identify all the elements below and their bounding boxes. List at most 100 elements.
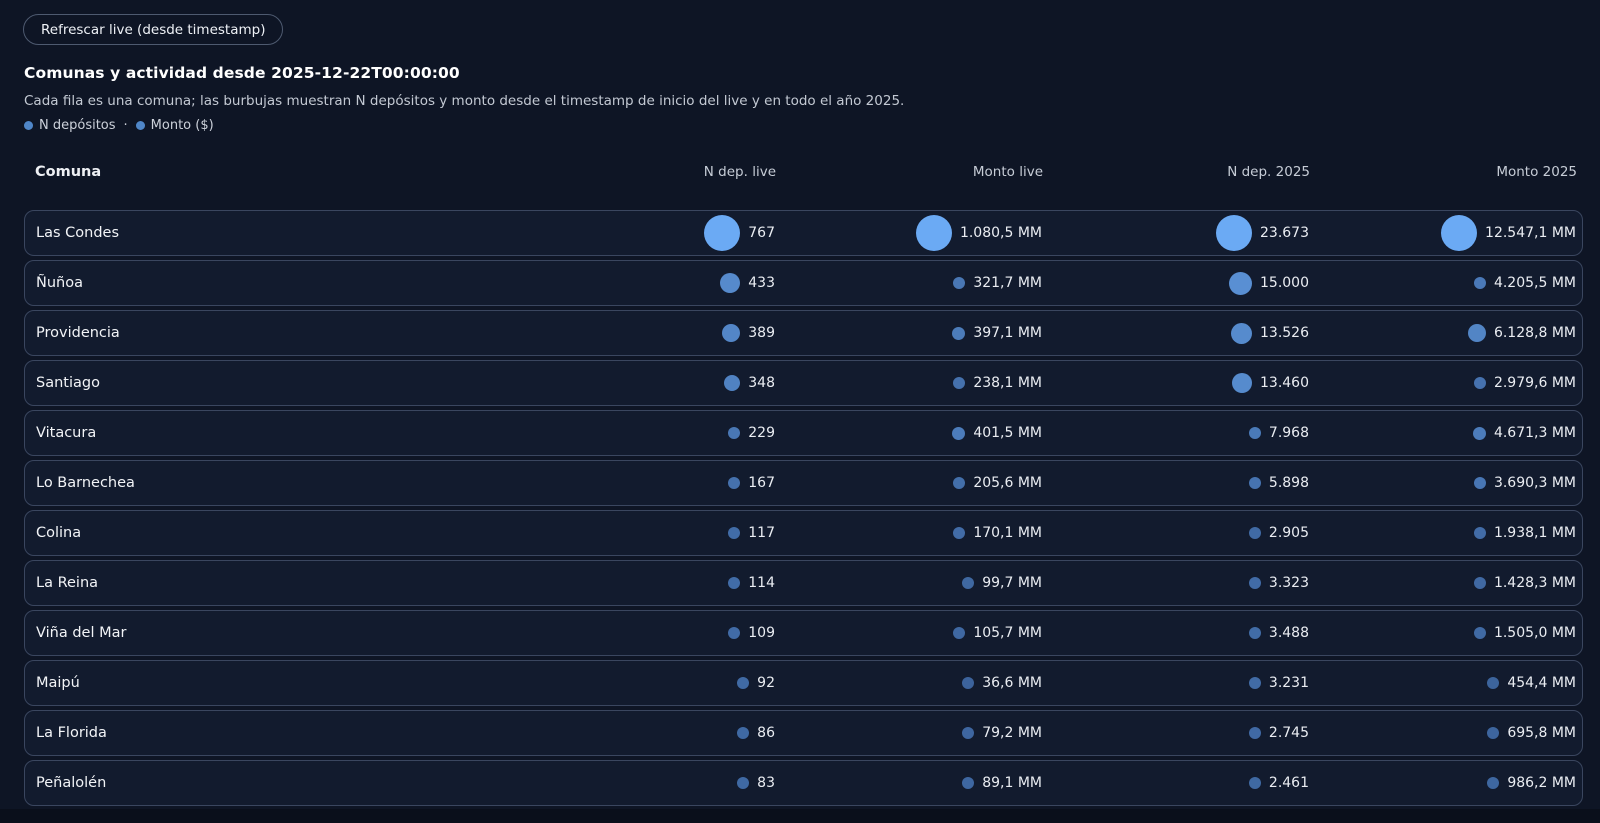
value-monto-live: 36,6 MM — [982, 675, 1042, 691]
value-monto-2025: 1.428,3 MM — [1493, 575, 1576, 591]
bubble-icon — [1248, 577, 1261, 589]
value-monto-live: 1.080,5 MM — [959, 225, 1042, 241]
column-header-monto-2025: Monto 2025 — [1496, 164, 1577, 180]
cell-monto-live: 401,5 MM — [775, 425, 1042, 441]
bubble-icon — [737, 727, 750, 739]
cell-monto-live: 205,6 MM — [775, 475, 1042, 491]
value-monto-live: 401,5 MM — [973, 425, 1042, 441]
page-title: Comunas y actividad desde 2025-12-22T00:… — [24, 64, 460, 82]
value-monto-2025: 12.547,1 MM — [1485, 225, 1576, 241]
cell-n-live: 109 — [508, 625, 775, 641]
cell-n-live: 348 — [508, 375, 775, 391]
cell-monto-2025: 12.547,1 MM — [1309, 215, 1576, 251]
cell-n-2025: 5.898 — [1042, 475, 1309, 491]
table-row: Peñalolén 83 89,1 MM 2.461 986,2 MM — [24, 760, 1583, 806]
column-header-ndep-2025: N dep. 2025 — [1227, 164, 1310, 180]
cell-n-2025: 13.460 — [1042, 373, 1309, 393]
legend-deposits-dot-icon — [24, 121, 33, 130]
bubble-icon — [962, 727, 975, 739]
value-n-live: 348 — [748, 375, 775, 391]
value-n-live: 117 — [748, 525, 775, 541]
value-n-live: 229 — [748, 425, 775, 441]
bubble-icon — [962, 777, 975, 789]
value-n-2025: 23.673 — [1260, 225, 1309, 241]
bubble-icon — [1473, 277, 1486, 289]
table-row: La Reina 114 99,7 MM 3.323 1.428,3 MM — [24, 560, 1583, 606]
bubble-icon — [915, 215, 952, 251]
value-n-2025: 13.526 — [1260, 325, 1309, 341]
cell-monto-2025: 454,4 MM — [1309, 675, 1576, 691]
cell-monto-2025: 1.505,0 MM — [1309, 625, 1576, 641]
cell-n-live: 167 — [508, 475, 775, 491]
value-n-live: 167 — [748, 475, 775, 491]
value-n-2025: 3.323 — [1268, 575, 1309, 591]
bubble-icon — [953, 477, 966, 489]
cell-n-live: 83 — [508, 775, 775, 791]
cell-n-live: 92 — [508, 675, 775, 691]
bubble-icon — [1232, 373, 1252, 393]
comuna-name: Lo Barnechea — [36, 475, 135, 491]
table-row: Providencia 389 397,1 MM 13.526 6.128,8 MM — [24, 310, 1583, 356]
cell-monto-live: 105,7 MM — [775, 625, 1042, 641]
bubble-icon — [737, 777, 750, 789]
cell-n-live: 767 — [508, 215, 775, 251]
value-monto-2025: 1.938,1 MM — [1493, 525, 1576, 541]
bubble-icon — [953, 627, 966, 639]
legend: N depósitos · Monto ($) — [24, 118, 214, 133]
cell-monto-2025: 1.938,1 MM — [1309, 525, 1576, 541]
cell-monto-2025: 4.671,3 MM — [1309, 425, 1576, 441]
refresh-live-button[interactable]: Refrescar live (desde timestamp) — [23, 14, 284, 45]
comuna-name: Viña del Mar — [36, 625, 127, 641]
bubble-icon — [962, 577, 975, 589]
value-n-2025: 3.231 — [1268, 675, 1309, 691]
cell-n-2025: 23.673 — [1042, 215, 1309, 251]
bubble-icon — [953, 527, 966, 539]
bubble-icon — [952, 326, 966, 340]
legend-separator: · — [123, 118, 128, 133]
comuna-name: Colina — [36, 525, 82, 541]
table-row: Viña del Mar 109 105,7 MM 3.488 1.505,0 MM — [24, 610, 1583, 656]
legend-monto-label: Monto ($) — [150, 118, 214, 133]
bubble-icon — [1467, 324, 1486, 342]
table-row: Lo Barnechea 167 205,6 MM 5.898 3.690,3 MM — [24, 460, 1583, 506]
comuna-name: Peñalolén — [36, 775, 107, 791]
value-monto-live: 79,2 MM — [982, 725, 1042, 741]
cell-n-2025: 2.745 — [1042, 725, 1309, 741]
comuna-name: Santiago — [36, 375, 100, 391]
cell-n-2025: 2.461 — [1042, 775, 1309, 791]
cell-n-2025: 13.526 — [1042, 322, 1309, 344]
value-monto-2025: 1.505,0 MM — [1493, 625, 1576, 641]
bubble-icon — [1487, 727, 1500, 739]
bubble-icon — [1248, 727, 1261, 739]
value-monto-2025: 2.979,6 MM — [1493, 375, 1576, 391]
comuna-name: La Reina — [36, 575, 99, 591]
bubble-icon — [1231, 322, 1252, 344]
cell-monto-2025: 6.128,8 MM — [1309, 324, 1576, 342]
column-header-comuna: Comuna — [35, 164, 102, 180]
table-row: Ñuñoa 433 321,7 MM 15.000 4.205,5 MM — [24, 260, 1583, 306]
comuna-name: Maipú — [36, 675, 80, 691]
value-n-2025: 15.000 — [1260, 275, 1309, 291]
value-monto-2025: 454,4 MM — [1507, 675, 1576, 691]
legend-deposits-label: N depósitos — [39, 118, 116, 133]
bubble-icon — [1473, 477, 1486, 489]
bubble-icon — [1248, 777, 1261, 789]
bubble-icon — [737, 677, 750, 689]
column-header-ndep-live: N dep. live — [703, 164, 776, 180]
value-monto-live: 170,1 MM — [973, 525, 1042, 541]
cell-monto-live: 36,6 MM — [775, 675, 1042, 691]
table-row: Maipú 92 36,6 MM 3.231 454,4 MM — [24, 660, 1583, 706]
value-n-2025: 7.968 — [1268, 425, 1309, 441]
value-n-live: 767 — [748, 225, 775, 241]
table-header: Comuna N dep. live Monto live N dep. 202… — [24, 160, 1583, 184]
cell-n-2025: 2.905 — [1042, 525, 1309, 541]
cell-n-live: 389 — [508, 324, 775, 342]
value-n-2025: 3.488 — [1268, 625, 1309, 641]
cell-n-live: 114 — [508, 575, 775, 591]
cell-n-2025: 7.968 — [1042, 425, 1309, 441]
value-monto-live: 89,1 MM — [982, 775, 1042, 791]
cell-monto-2025: 3.690,3 MM — [1309, 475, 1576, 491]
cell-monto-live: 89,1 MM — [775, 775, 1042, 791]
page-subtitle: Cada fila es una comuna; las burbujas mu… — [24, 93, 905, 109]
